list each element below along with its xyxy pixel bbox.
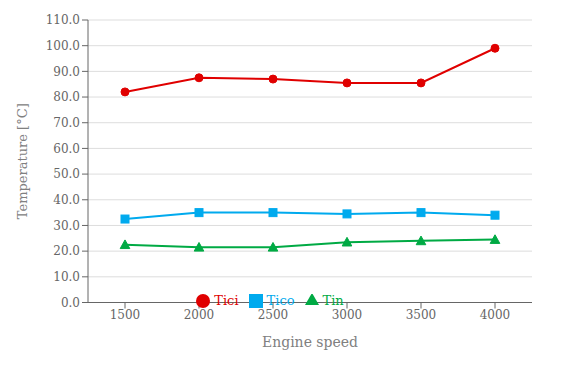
svg-text:80.0: 80.0	[53, 90, 80, 104]
svg-text:30.0: 30.0	[53, 219, 80, 233]
svg-text:3500: 3500	[406, 308, 437, 322]
svg-text:20.0: 20.0	[53, 244, 80, 258]
svg-text:70.0: 70.0	[53, 116, 80, 130]
svg-text:3000: 3000	[332, 308, 363, 322]
svg-text:110.0: 110.0	[46, 13, 80, 27]
svg-text:50.0: 50.0	[53, 167, 80, 181]
svg-text:Engine speed: Engine speed	[262, 334, 358, 350]
svg-text:100.0: 100.0	[46, 39, 80, 53]
svg-text:Temperature [°C]: Temperature [°C]	[15, 103, 30, 219]
html-text:Tici: Tici	[214, 292, 239, 308]
svg-text:2000: 2000	[184, 308, 215, 322]
svg-text:2500: 2500	[258, 308, 289, 322]
svg-text:4000: 4000	[480, 308, 511, 322]
svg-text:10.0: 10.0	[53, 270, 80, 284]
html-text:Tico: Tico	[266, 292, 295, 308]
svg-text:0.0: 0.0	[61, 296, 80, 310]
svg-text:1500: 1500	[110, 308, 141, 322]
svg-text:90.0: 90.0	[53, 65, 80, 79]
html-text:Tin: Tin	[322, 292, 344, 308]
svg-text:60.0: 60.0	[53, 142, 80, 156]
svg-text:40.0: 40.0	[53, 193, 80, 207]
